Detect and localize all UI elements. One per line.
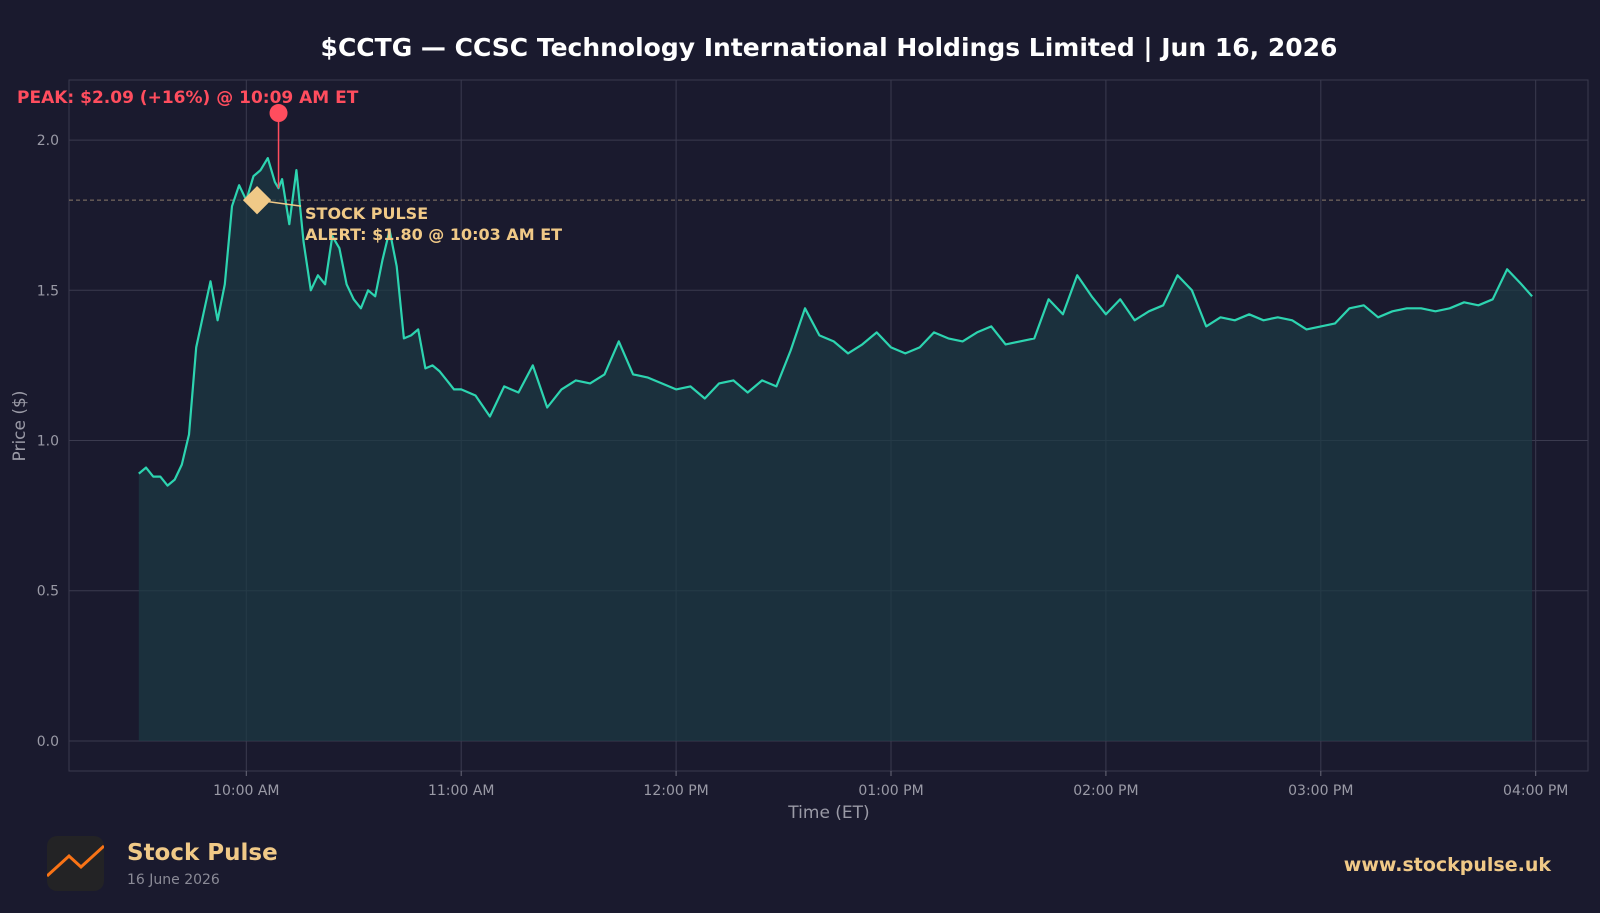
chart-title: $CCTG — CCSC Technology International Ho… [321,33,1338,62]
x-tick-label: 04:00 PM [1503,783,1568,799]
brand-name: Stock Pulse [127,840,278,866]
alert-marker [242,186,272,215]
plot-frame [68,79,1589,772]
x-axis-label: Time (ET) [787,803,869,820]
y-tick-label: 0.0 [37,734,59,750]
alert-label-line2: ALERT: $1.80 @ 10:03 AM ET [305,225,562,244]
price-chart: 0.0 0.5 1.0 1.5 2.0 10:00 AM 11:00 AM 12:00 PM 0… [10,33,1589,820]
y-tick-label: 0.5 [37,584,59,600]
y-axis-label: Price ($) [10,391,30,462]
brand-date: 16 June 2026 [127,872,220,888]
x-tick-label: 01:00 PM [858,783,923,799]
alert-label-line1: STOCK PULSE [305,204,428,223]
x-tick-label: 03:00 PM [1288,783,1353,799]
x-tick-label: 12:00 PM [643,783,708,799]
x-tick-label: 11:00 AM [428,783,494,799]
y-tick-label: 1.0 [37,434,59,450]
peak-marker [269,104,288,123]
trend-line-icon [45,844,106,878]
website-link[interactable]: www.stockpulse.uk [1343,854,1551,876]
stock-pulse-logo [45,836,106,891]
footer: Stock Pulse 16 June 2026 www.stockpulse.… [0,820,1600,913]
x-tick-label: 10:00 AM [213,783,279,799]
y-tick-label: 1.5 [37,283,59,299]
x-tick-label: 02:00 PM [1073,783,1138,799]
peak-label: PEAK: $2.09 (+16%) @ 10:09 AM ET [17,88,359,108]
price-area-fill [138,158,1533,741]
y-tick-label: 2.0 [37,133,59,149]
